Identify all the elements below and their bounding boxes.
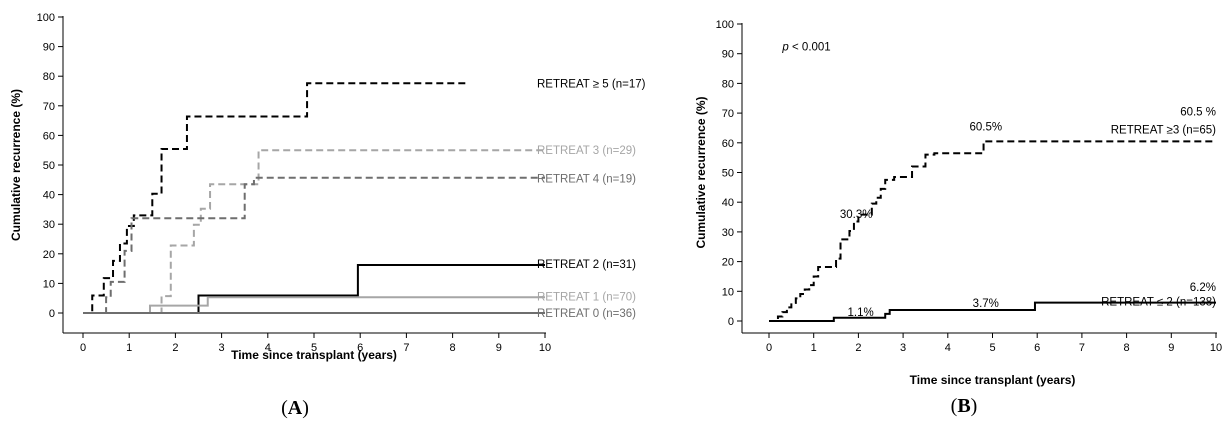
panel-a-x-tick-label: 6 [357,342,363,354]
panel-a-x-tick-label: 10 [539,342,551,354]
panel-a-y-tick-label: 10 [43,278,55,290]
panel-a-x-tick-label: 9 [496,342,502,354]
panel-b-y-axis-title: Cumulative recurrence (%) [694,96,708,248]
panel-a-x-tick-label: 5 [311,342,317,354]
panel-b-y-tick-label: 30 [722,227,734,239]
panel-a-y-tick-label: 30 [43,219,55,231]
panel-a-x-tick-label: 3 [219,342,225,354]
panel-a-y-tick-label: 70 [43,101,55,113]
panel-a-series-line-4 [83,296,545,314]
panel-b-y-tick-label: 0 [728,316,734,328]
panel-a-x-tick-label: 7 [403,342,409,354]
panel-a-chart: 0 10 20 30 40 50 60 70 80 90 100 0 1 2 3 4 5 6 7 8 9 10 Time s… [9,12,646,419]
panel-b-x-tick-label: 0 [766,342,772,354]
panel-a-series-label-3: RETREAT 2 (n=31) [537,259,636,271]
panel-a-y-tick-label: 100 [37,12,55,24]
panel-a-series-label-1: RETREAT 3 (n=29) [537,145,636,157]
panel-a-y-tick-label: 80 [43,71,55,83]
panel-b-x-tick-label: 2 [855,342,861,354]
panel-a-y-tick-label: 90 [43,42,55,54]
panel-b-x-tick-label: 3 [900,342,906,354]
panel-a-x-tick-label: 8 [450,342,456,354]
panel-b-y-tick-label: 100 [716,19,734,31]
panel-b-chart: 0 10 20 30 40 50 60 70 80 90 100 0 1 2 3 4 5 6 7 8 9 10 Time s… [694,19,1222,417]
panel-a-y-tick-label: 40 [43,190,55,202]
panel-a-x-axis-title: Time since transplant (years) [231,348,397,362]
panel-b-annotation: 3.7% [973,298,999,310]
panel-a-y-tick-label: 20 [43,249,55,261]
panel-b-annotation: 1.1% [848,307,874,319]
panel-b-series-line-1 [769,301,1216,322]
panel-a-y-tick-label: 60 [43,130,55,142]
panel-b-y-tick-label: 40 [722,197,734,209]
panel-b-y-tick-label: 90 [722,49,734,61]
panel-a-series-line-2 [83,176,545,314]
panel-a-series-label-0: RETREAT ≥ 5 (n=17) [537,79,646,91]
panel-b-y-tick-label: 50 [722,168,734,180]
panel-a-caption: (A) [281,397,309,419]
panel-a-y-tick-label: 50 [43,160,55,172]
panel-b-series-label-1: RETREAT ≤ 2 (n=138) [1101,297,1216,309]
panel-a-series-line-1 [83,149,545,314]
panel-b-annotation: p < 0.001 [781,41,830,53]
panel-a-series-label-2: RETREAT 4 (n=19) [537,173,636,185]
panel-b-annotation: 6.2% [1190,282,1216,294]
panel-b-x-tick-label: 5 [989,342,995,354]
panel-b-x-tick-label: 8 [1124,342,1130,354]
panel-a-series-label-5: RETREAT 0 (n=36) [537,308,636,320]
panel-b-y-tick-label: 70 [722,108,734,120]
panel-b-annotation: 30.3% [840,209,873,221]
panel-b-y-tick-label: 60 [722,138,734,150]
panel-b-x-tick-label: 9 [1168,342,1174,354]
panel-a-series-label-4: RETREAT 1 (n=70) [537,292,636,304]
panel-b-series-label-0: RETREAT ≥3 (n=65) [1111,124,1216,136]
panel-b-y-tick-label: 80 [722,78,734,90]
panel-a-y-tick-label: 0 [49,308,55,320]
panel-b-x-axis-title: Time since transplant (years) [910,373,1076,387]
panel-a-series-line-0 [83,82,469,314]
panel-b-x-tick-label: 6 [1034,342,1040,354]
panel-b-y-tick-label: 20 [722,257,734,269]
panel-b-x-tick-label: 1 [811,342,817,354]
panel-b-annotation: 60.5% [969,121,1002,133]
panel-b-annotation: 60.5 % [1180,107,1216,119]
panel-a-x-tick-label: 1 [126,342,132,354]
panel-b-caption: (B) [951,395,978,417]
panel-b-y-tick-label: 10 [722,286,734,298]
panel-a-x-tick-label: 2 [172,342,178,354]
panel-a-x-tick-label: 4 [265,342,271,354]
panel-b-x-tick-label: 4 [945,342,951,354]
panel-a-y-axis-title: Cumulative recurrence (%) [9,89,23,241]
panel-b-series-line-0 [769,140,1216,322]
panel-a-x-tick-label: 0 [80,342,86,354]
panel-b-x-tick-label: 10 [1210,342,1222,354]
panel-b-x-tick-label: 7 [1079,342,1085,354]
